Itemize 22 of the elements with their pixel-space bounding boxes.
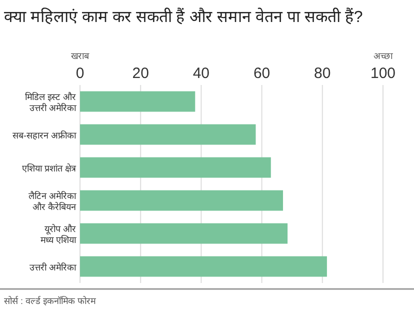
chart-title: क्या महिलाएं काम कर सकती हैं और समान वेतन पा सकती हैं? — [4, 7, 363, 26]
y-tick-label: मिडिल इस्ट और उत्तरी अमेरिका — [24, 91, 77, 113]
x-tick-label: 0 — [76, 65, 84, 82]
x-tick-label: 100 — [370, 65, 396, 82]
x-tick-label: 40 — [192, 65, 210, 82]
text: खराब — [71, 51, 90, 61]
bar — [80, 124, 256, 145]
y-tick-label: एशिया प्रशांत क्षेत्र — [22, 162, 77, 174]
text: अच्छा — [374, 51, 394, 61]
x-tick-label: 60 — [253, 65, 270, 82]
x-tick-label: 80 — [314, 65, 331, 82]
text: सोर्स : वर्ल्ड इकनॉमिक फोरम — [4, 295, 96, 306]
bar — [80, 157, 271, 178]
bar — [80, 256, 327, 277]
y-tick-label: लैटिन अमेरिका और कैरेबियन — [28, 190, 77, 212]
y-tick-label: सब-सहारन अफ्रीका — [12, 130, 77, 140]
y-tick-label: यूरोप और मध्य एशिया — [40, 223, 77, 245]
bar — [80, 223, 288, 244]
x-tick-label: 20 — [132, 65, 149, 82]
bar — [80, 91, 196, 112]
bar — [80, 190, 284, 211]
y-tick-label: उत्तरी अमेरिका — [29, 262, 77, 272]
